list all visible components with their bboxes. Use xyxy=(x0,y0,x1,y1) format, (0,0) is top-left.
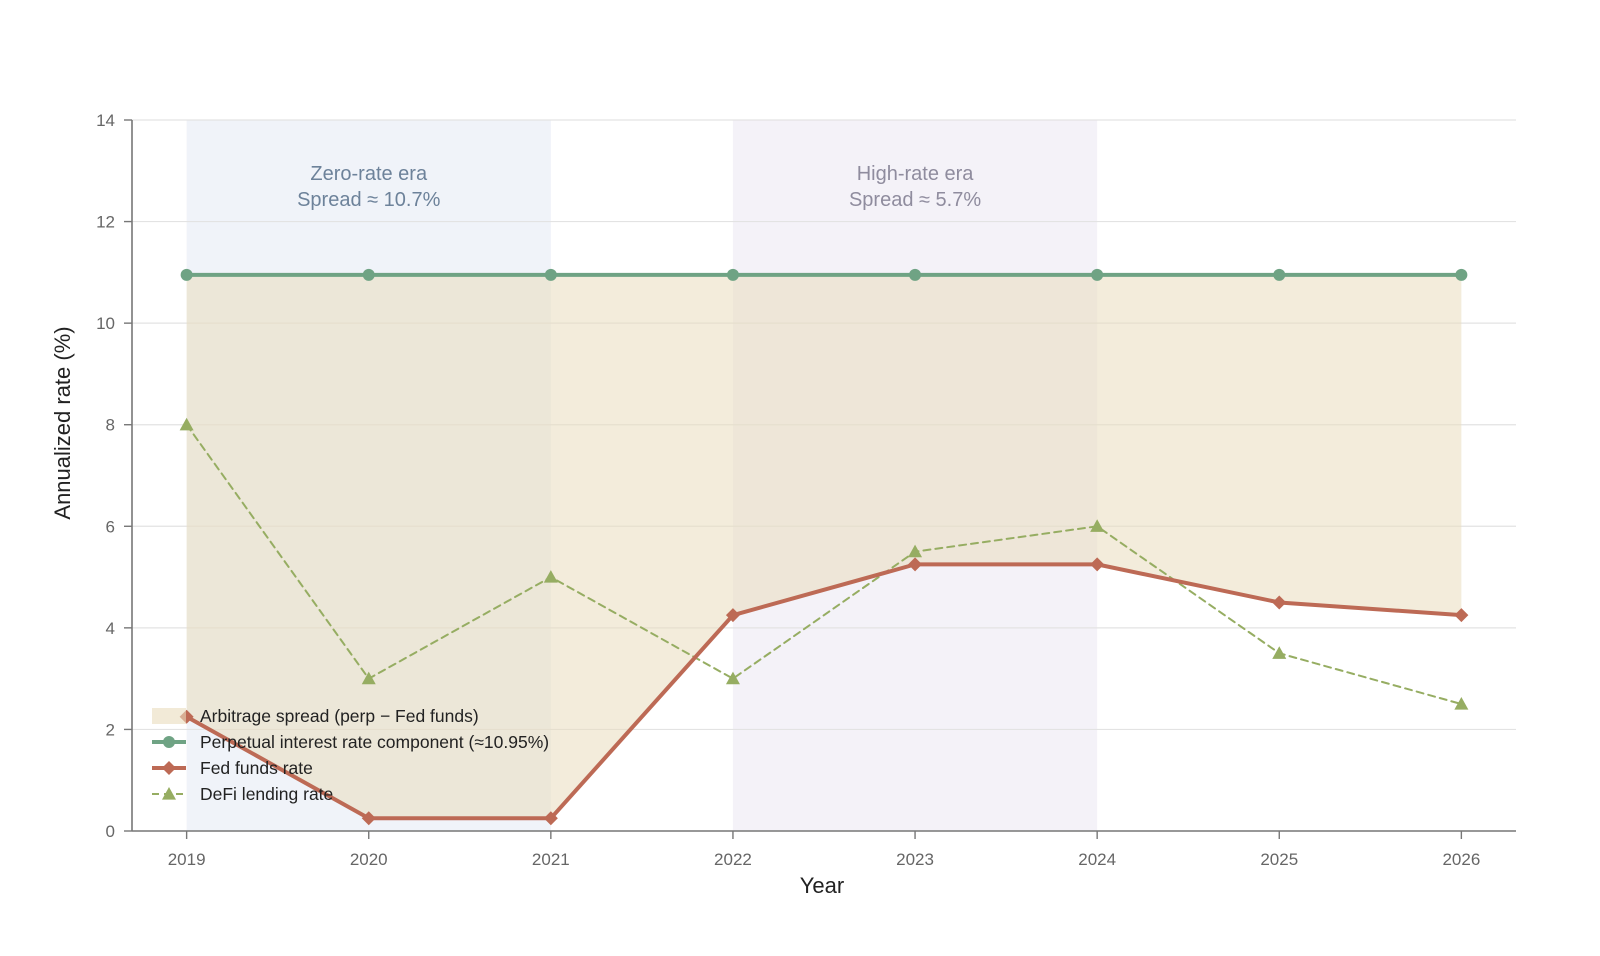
x-tick-label-2025: 2025 xyxy=(1260,850,1298,869)
x-tick-label-2022: 2022 xyxy=(714,850,752,869)
y-tick-label-8: 8 xyxy=(106,416,115,435)
legend-label-perp: Perpetual interest rate component (≈10.9… xyxy=(200,732,549,752)
point-perp-2019 xyxy=(180,268,193,281)
legend-label-defi: DeFi lending rate xyxy=(200,784,333,804)
x-tick-label-2024: 2024 xyxy=(1078,850,1116,869)
x-tick-label-2023: 2023 xyxy=(896,850,934,869)
point-fed-2020 xyxy=(361,811,376,826)
point-perp-2023 xyxy=(909,268,922,281)
legend-swatch-spread xyxy=(152,708,186,724)
point-perp-2022 xyxy=(726,268,739,281)
point-fed-2026 xyxy=(1454,608,1469,623)
point-defi-2022 xyxy=(725,671,740,685)
series-perp xyxy=(180,268,1468,281)
point-defi-2020 xyxy=(361,671,376,685)
era-label-title-1: Zero-rate era xyxy=(310,163,428,185)
legend-item-defi: DeFi lending rate xyxy=(152,784,333,804)
point-fed-2021 xyxy=(543,811,558,826)
legend-marker-fed xyxy=(162,761,176,775)
y-axis-title: Annualized rate (%) xyxy=(50,326,75,519)
era-label-spread-2: Spread ≈ 5.7% xyxy=(849,189,981,211)
series-lines xyxy=(179,268,1469,826)
point-fed-2025 xyxy=(1272,595,1287,610)
spread-fill xyxy=(186,274,1462,819)
legend-item-spread: Arbitrage spread (perp − Fed funds) xyxy=(152,706,479,726)
era-label-spread-1: Spread ≈ 10.7% xyxy=(297,189,441,211)
legend-item-fed: Fed funds rate xyxy=(152,758,313,778)
y-tick-label-6: 6 xyxy=(106,517,115,536)
point-fed-2022 xyxy=(725,608,740,623)
point-defi-2024 xyxy=(1090,519,1105,532)
x-tick-label-2019: 2019 xyxy=(168,850,206,869)
x-tick-label-2021: 2021 xyxy=(532,850,570,869)
legend-item-perp: Perpetual interest rate component (≈10.9… xyxy=(152,732,549,752)
point-defi-2021 xyxy=(543,570,558,583)
point-perp-2024 xyxy=(1091,268,1104,281)
y-tick-label-2: 2 xyxy=(106,720,115,739)
series-fed xyxy=(179,557,1469,826)
era-labels: Zero-rate era Spread ≈ 10.7% High-rate era… xyxy=(297,163,981,211)
point-perp-2021 xyxy=(544,268,557,281)
spread-fill-area xyxy=(186,274,1462,819)
x-tick-label-2026: 2026 xyxy=(1442,850,1480,869)
point-defi-2023 xyxy=(908,544,923,558)
point-defi-2019 xyxy=(179,417,194,431)
x-tick-label-2020: 2020 xyxy=(350,850,388,869)
y-tick-label-14: 14 xyxy=(96,111,115,130)
y-tick-label-0: 0 xyxy=(106,822,115,841)
y-tick-label-12: 12 xyxy=(96,213,115,232)
axes: 0 2 4 6 8 10 12 14 2019 2020 2021 2022 2023 2024 2025 2… xyxy=(96,111,1516,869)
series-defi xyxy=(179,417,1469,710)
legend-label-spread: Arbitrage spread (perp − Fed funds) xyxy=(200,706,479,726)
point-defi-2025 xyxy=(1272,646,1287,659)
legend-marker-perp xyxy=(163,736,175,748)
y-tick-label-4: 4 xyxy=(106,619,115,638)
series-line-defi xyxy=(185,423,1463,706)
x-axis-title: Year xyxy=(800,873,844,898)
point-perp-2025 xyxy=(1273,268,1286,281)
point-perp-2020 xyxy=(362,268,375,281)
legend: Arbitrage spread (perp − Fed funds) Perpe… xyxy=(152,706,549,804)
legend-marker-defi xyxy=(162,787,176,800)
era-label-title-2: High-rate era xyxy=(857,163,975,185)
point-defi-2026 xyxy=(1454,697,1469,710)
point-fed-2024 xyxy=(1090,557,1105,572)
series-line-fed xyxy=(184,562,1464,821)
point-fed-2023 xyxy=(908,557,923,572)
y-tick-label-10: 10 xyxy=(96,314,115,333)
point-perp-2026 xyxy=(1455,268,1468,281)
legend-label-fed: Fed funds rate xyxy=(200,758,313,778)
